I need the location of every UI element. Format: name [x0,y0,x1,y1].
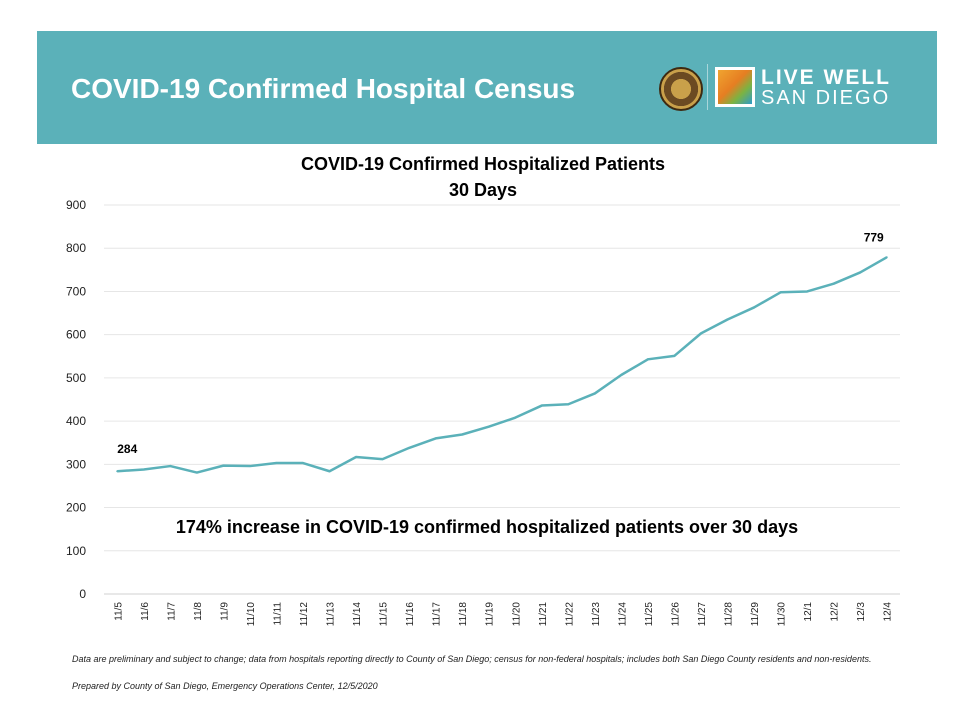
x-tick-label: 11/10 [246,602,257,627]
data-point [142,468,145,471]
data-point [434,437,437,440]
data-point [169,465,172,468]
chart-title: COVID-19 Confirmed Hospitalized Patients [300,154,666,174]
x-tick-label: 11/5 [113,602,124,621]
logo-text-1: LIVE WELL [761,66,891,89]
data-point [540,404,543,407]
x-tick-label: 11/11 [272,602,283,626]
x-tick-label: 11/23 [591,602,602,627]
x-tick-label: 11/16 [405,602,416,627]
data-point [195,471,198,474]
data-point [859,271,862,274]
live-well-logo-icon [715,67,755,107]
y-tick-label: 100 [66,544,86,558]
data-label-last: 779 [864,230,884,244]
y-tick-label: 200 [66,501,86,515]
footer-prepared: Prepared by County of San Diego, Emergen… [72,681,378,691]
chart-subtitle: 30 Days [448,180,518,200]
y-tick-label: 700 [66,284,86,298]
page-title: COVID-19 Confirmed Hospital Census [71,73,576,104]
data-point [753,306,756,309]
x-tick-label: 11/29 [750,602,761,627]
data-point [328,470,331,473]
x-tick-label: 11/9 [219,602,230,621]
data-point [700,332,702,335]
x-tick-label: 11/21 [538,602,549,627]
data-point [461,433,464,436]
y-tick-label: 0 [79,587,86,601]
x-tick-label: 11/25 [644,602,655,627]
data-label-first: 284 [117,442,137,456]
x-tick-label: 11/20 [511,602,522,627]
data-point [275,462,278,465]
x-tick-label: 12/2 [830,602,841,622]
x-tick-label: 11/12 [299,602,310,627]
data-point [381,458,384,461]
x-tick-label: 11/24 [617,602,628,627]
data-point [222,464,225,467]
chart-annotation: 174% increase in COVID-19 confirmed hosp… [176,517,798,537]
footer-note: Data are preliminary and subject to chan… [72,654,872,664]
data-point [673,354,676,357]
x-tick-label: 11/18 [458,602,469,627]
x-tick-label: 12/3 [856,602,867,622]
x-tick-label: 11/15 [379,602,390,627]
x-tick-label: 11/22 [564,602,575,627]
x-tick-label: 11/27 [697,602,708,627]
data-point [116,470,119,473]
x-tick-label: 11/14 [352,602,363,627]
x-tick-label: 11/30 [777,602,788,627]
data-point [355,455,358,458]
data-point [514,416,517,419]
data-point [832,282,835,285]
data-point [726,318,729,321]
x-tick-label: 11/19 [485,602,496,627]
data-point [620,373,623,376]
y-tick-label: 300 [66,457,86,471]
y-tick-label: 400 [66,414,86,428]
x-tick-label: 11/6 [140,602,151,621]
x-tick-label: 11/28 [724,602,735,627]
x-tick-label: 11/7 [166,602,177,621]
data-point [593,392,596,395]
data-point [779,291,782,294]
data-point [567,403,570,406]
county-seal-logo [659,67,703,111]
x-tick-label: 11/13 [326,602,337,627]
logo-text-2: SAN DIEGO [761,87,891,109]
header-banner: COVID-19 Confirmed Hospital Census LIVE … [37,31,937,144]
data-point [487,425,490,428]
data-point [248,465,251,468]
data-point [646,358,649,361]
x-tick-label: 11/17 [432,602,443,627]
x-tick-label: 12/1 [803,602,814,622]
data-point [806,290,809,293]
x-tick-label: 11/8 [193,602,204,621]
y-tick-label: 900 [66,198,86,212]
series-line [117,256,888,474]
logo-divider [707,64,708,110]
data-point [302,462,304,465]
data-point [408,446,411,449]
y-tick-label: 600 [66,328,86,342]
y-tick-label: 500 [66,371,86,385]
y-tick-label: 800 [66,241,86,255]
x-tick-label: 12/4 [883,602,894,622]
data-point [885,256,888,259]
x-tick-label: 11/26 [670,602,681,627]
